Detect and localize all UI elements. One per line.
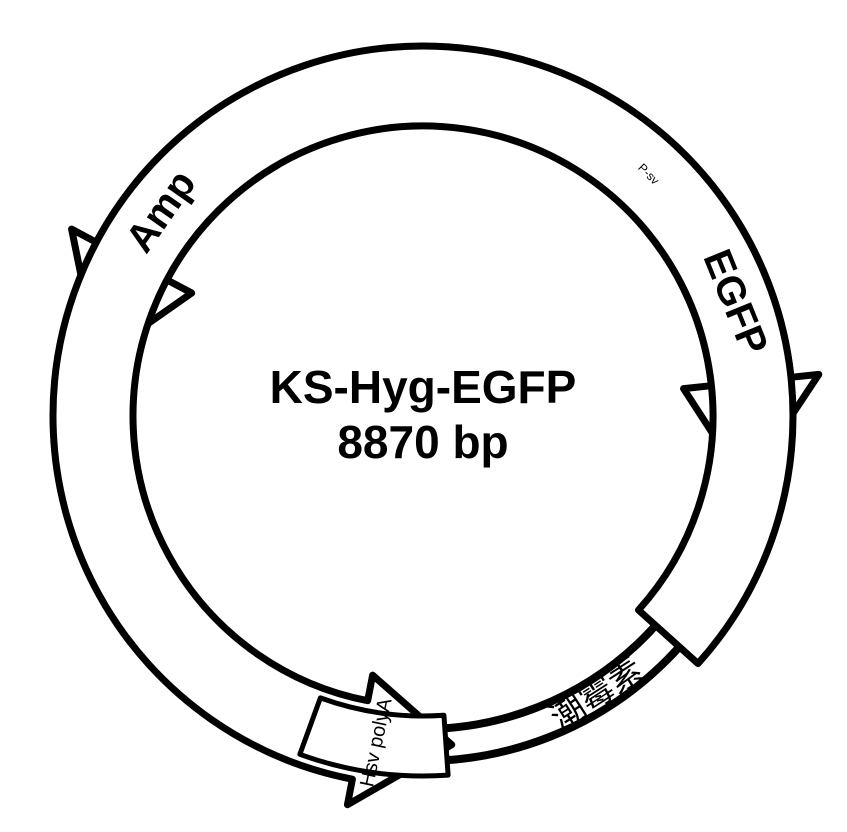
plasmid-map-stage: AmpP-svEGFP潮霉素Hsv polyAKS-Hyg-EGFP8870 b… — [0, 0, 847, 832]
plasmid-svg: AmpP-svEGFP潮霉素Hsv polyAKS-Hyg-EGFP8870 b… — [0, 0, 847, 832]
plasmid-size: 8870 bp — [337, 416, 508, 468]
plasmid-name: KS-Hyg-EGFP — [270, 361, 577, 413]
